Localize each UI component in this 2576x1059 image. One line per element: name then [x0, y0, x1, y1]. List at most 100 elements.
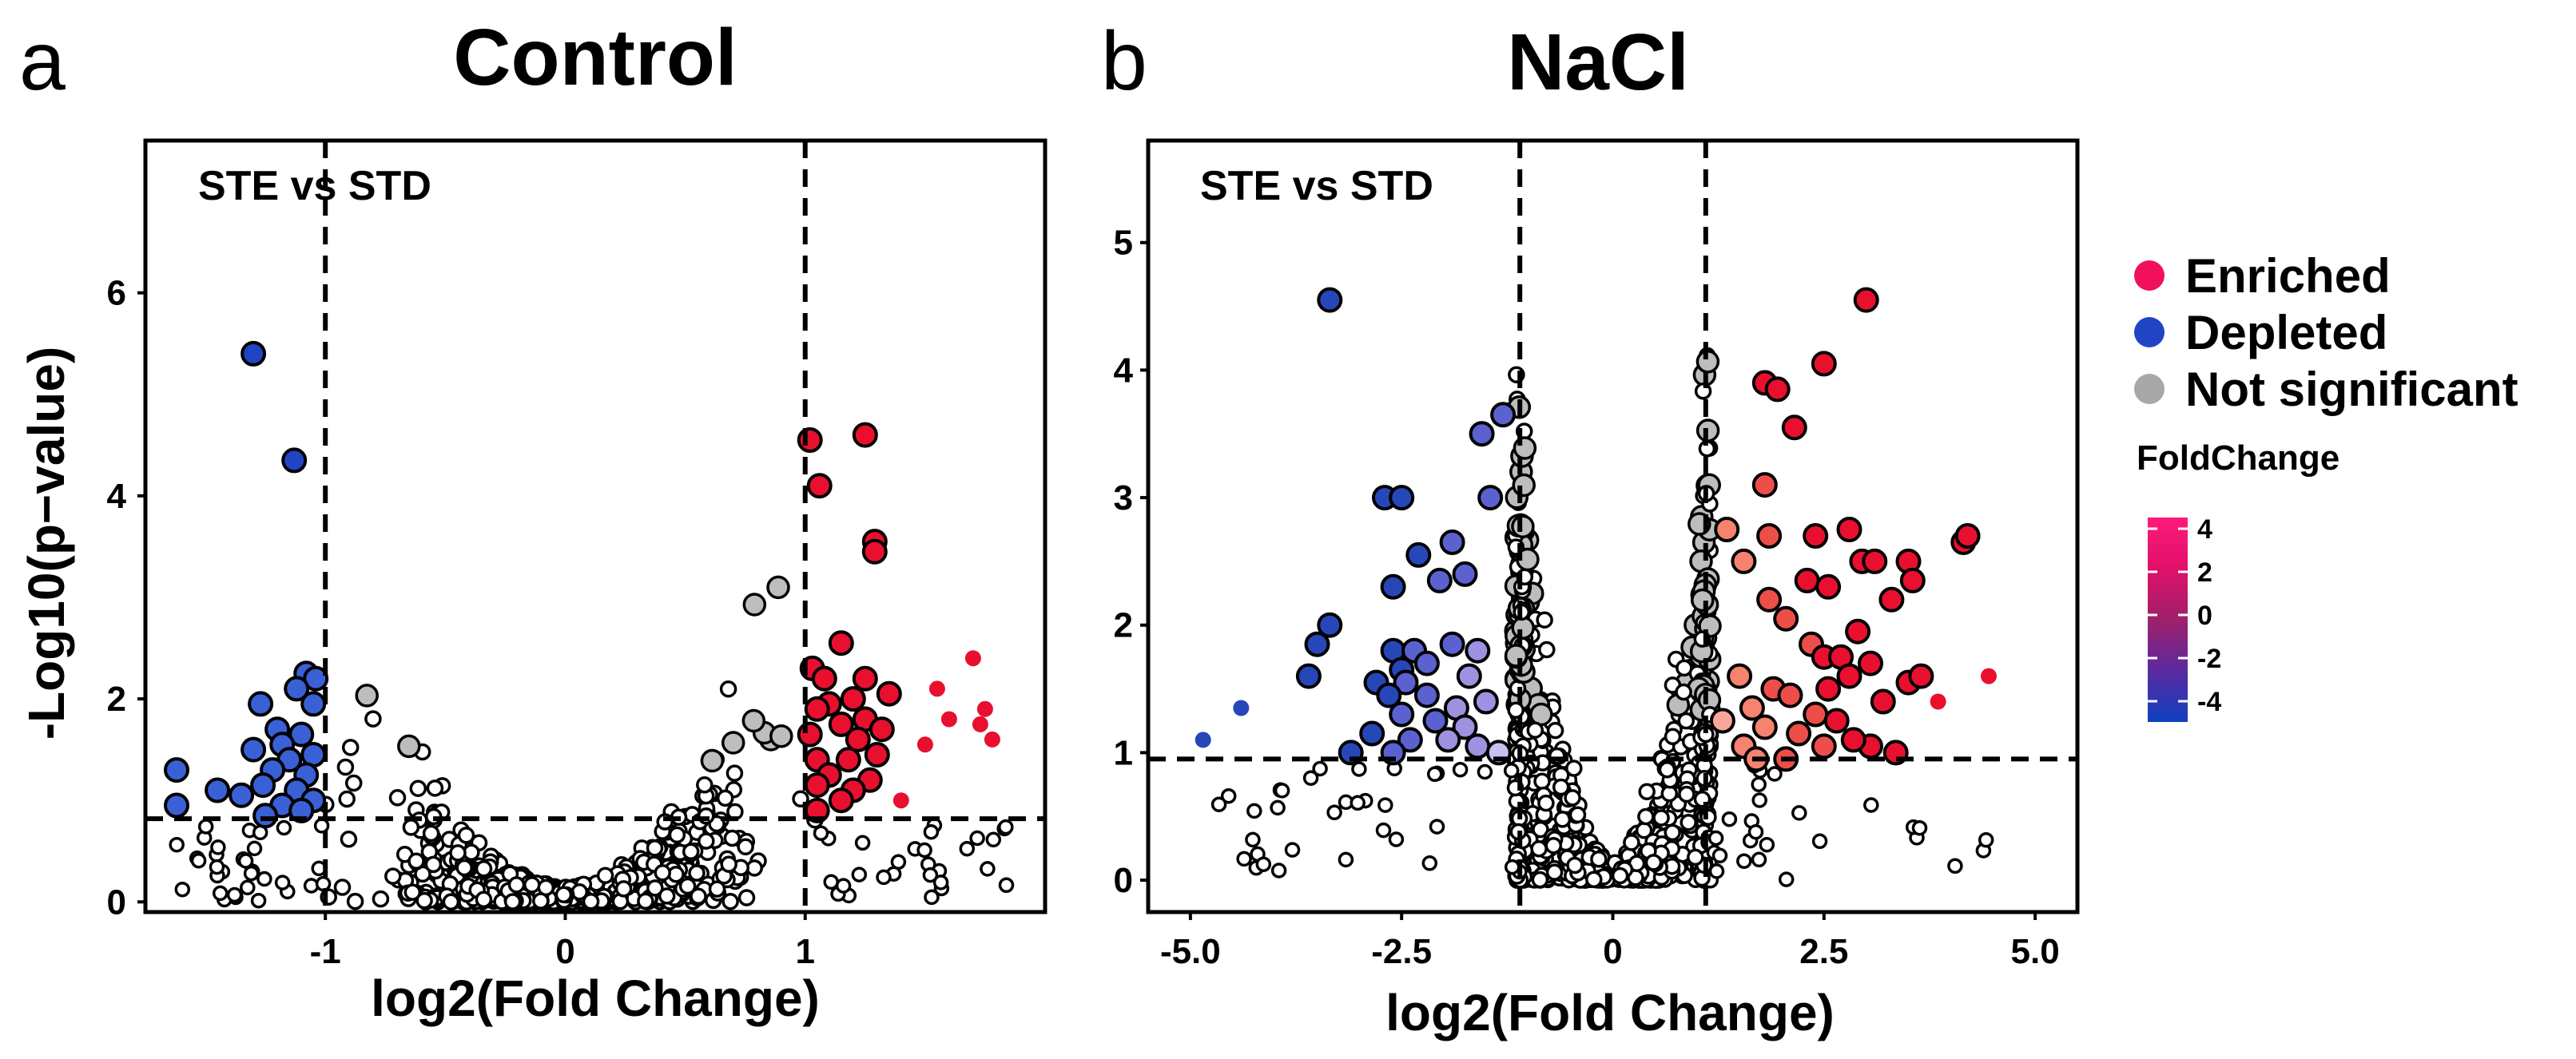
enriched-point — [1803, 701, 1829, 728]
enriched-point — [1845, 618, 1871, 645]
not-significant-point — [614, 880, 633, 898]
not-significant-point — [422, 824, 440, 843]
plot-frame — [1146, 138, 2080, 914]
not-significant-point — [1220, 787, 1237, 804]
not-significant-point — [1255, 856, 1272, 872]
not-significant-point — [1707, 830, 1724, 847]
enriched-point — [869, 716, 895, 743]
not-significant-point — [209, 859, 225, 875]
not-significant-point — [924, 889, 940, 906]
not-significant-point — [1736, 853, 1752, 869]
not-significant-point — [276, 819, 292, 836]
not-significant-point — [403, 883, 422, 901]
not-significant-point — [1552, 778, 1570, 796]
colorbar-tick-label: 4 — [2197, 514, 2212, 545]
depleted-point — [1393, 669, 1419, 696]
enriched-point — [1727, 663, 1753, 689]
not-significant-point — [475, 860, 493, 878]
enriched-point — [1858, 650, 1883, 676]
not-significant-point — [688, 864, 706, 882]
not-significant-point — [1302, 770, 1319, 786]
not-significant-point — [1531, 871, 1549, 889]
not-significant-point — [1664, 728, 1682, 746]
enriched-point — [1777, 682, 1803, 708]
not-significant-point — [742, 593, 767, 617]
not-significant-point — [407, 852, 425, 871]
depleted-point — [1405, 541, 1432, 568]
depleted-point — [1465, 733, 1491, 760]
enriched-point — [1751, 472, 1778, 498]
depleted-point — [1380, 573, 1406, 600]
not-significant-point — [388, 789, 407, 807]
not-significant-point — [698, 832, 715, 850]
not-significant-point — [1658, 761, 1676, 779]
enriched-point — [1981, 668, 1997, 684]
not-significant-point — [1246, 803, 1262, 819]
not-significant-point — [449, 844, 467, 862]
panel-b-plot: STE vs STD 0 1 2 3 4 5 -5.0 -2.5 0 2.5 5.0 — [1114, 138, 2080, 971]
enriched-point — [864, 742, 890, 767]
not-significant-point — [523, 876, 541, 894]
enriched-point — [1714, 517, 1740, 542]
not-significant-point — [1477, 764, 1493, 780]
not-significant-point — [766, 575, 790, 600]
enriched-point — [1815, 676, 1842, 702]
x-tick-label: -5.0 — [1160, 932, 1221, 971]
not-significant-point — [646, 879, 664, 897]
enriched-point — [1731, 548, 1757, 574]
not-significant-point — [854, 835, 871, 851]
not-significant-point — [1526, 721, 1544, 739]
enriched-point — [1756, 523, 1783, 549]
enriched-point — [1930, 693, 1946, 710]
not-significant-point — [1270, 863, 1287, 879]
not-significant-point — [1512, 473, 1536, 498]
not-significant-point — [1537, 794, 1555, 812]
not-significant-point — [1611, 867, 1629, 885]
x-tick-label: 0 — [555, 932, 574, 971]
not-significant-point — [1778, 871, 1795, 887]
y-tick-label: 6 — [107, 274, 126, 313]
depleted-point — [1317, 612, 1343, 638]
not-significant-point — [1536, 611, 1553, 629]
enriched-point — [806, 473, 833, 499]
enriched-point — [984, 731, 1000, 748]
not-significant-point — [256, 871, 272, 887]
not-significant-point — [769, 724, 793, 748]
not-significant-point — [1585, 871, 1603, 888]
depleted-point — [1456, 663, 1482, 689]
enriched-point — [972, 716, 988, 732]
comparison-label: STE vs STD — [198, 163, 431, 209]
depleted-point — [248, 691, 274, 717]
enriched-point — [1764, 376, 1791, 403]
not-significant-point — [1747, 823, 1764, 840]
not-significant-point — [346, 892, 364, 910]
not-significant-point — [169, 836, 185, 853]
not-significant-point — [1644, 854, 1663, 871]
not-significant-point — [1911, 819, 1928, 836]
depleted-point — [1439, 631, 1465, 657]
not-significant-point — [737, 889, 756, 906]
not-significant-point — [1677, 712, 1695, 730]
y-tick-label: 2 — [107, 680, 126, 719]
panel-b-label: b — [1101, 15, 1147, 108]
not-significant-point — [372, 890, 390, 908]
panel-a-y-axis-title: -Log10(p−value) — [18, 347, 75, 740]
not-significant-point — [1377, 797, 1393, 813]
enriched-point — [1870, 688, 1896, 715]
depleted-point — [1452, 561, 1478, 587]
not-significant-point — [1503, 763, 1520, 779]
depleted-point — [250, 772, 276, 799]
depleted-point — [1413, 650, 1440, 676]
depleted-point — [1376, 682, 1402, 708]
enriched-point — [1794, 567, 1820, 593]
not-significant-point — [274, 875, 291, 890]
enriched-point — [835, 747, 861, 773]
not-significant-point — [1680, 814, 1697, 831]
not-significant-point — [1751, 776, 1767, 792]
not-significant-point — [1687, 848, 1704, 867]
not-significant-point — [1326, 804, 1342, 821]
not-significant-point — [922, 867, 939, 883]
not-significant-point — [212, 885, 229, 902]
enriched-point — [828, 711, 854, 737]
depleted-point — [1389, 701, 1415, 728]
